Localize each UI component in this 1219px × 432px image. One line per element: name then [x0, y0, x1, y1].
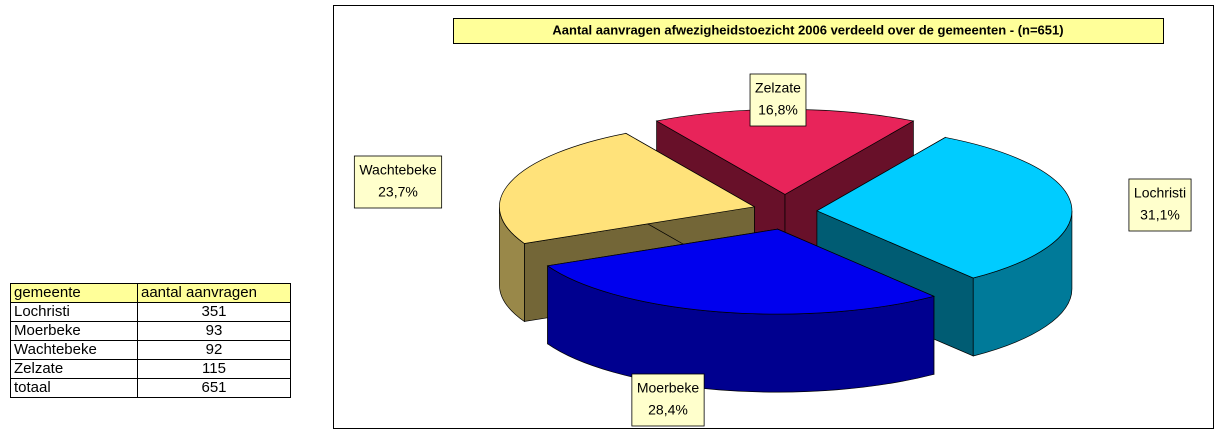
- slice-top: [546, 228, 935, 315]
- label-box: [631, 373, 705, 427]
- slice-top: [499, 133, 756, 244]
- label-category: Moerbeke: [637, 380, 699, 396]
- labels: Zelzate 16,8% Lochristi 31,1% Moerbeke 28,4% W…: [353, 73, 1192, 427]
- table-row: totaal 651: [10, 378, 291, 398]
- table-header: gemeente aantal aanvragen: [10, 283, 291, 303]
- pie: [499, 109, 1073, 393]
- table-row: Wachtebeke 92: [10, 340, 291, 360]
- data-label: 23,7%: [378, 184, 418, 200]
- label-box: [1128, 178, 1192, 232]
- label-box: [749, 73, 807, 127]
- label-category: Zelzate: [755, 80, 801, 96]
- chart-title: Aantal aanvragen afwezigheidstoezicht 20…: [552, 22, 1063, 37]
- label-category: Lochristi: [1134, 185, 1186, 201]
- header-cell: aantal aanvragen: [137, 283, 291, 303]
- title-box: [453, 18, 1164, 44]
- data-table: gemeente aantal aanvragen Lochristi 351 Mo…: [10, 283, 291, 398]
- header-cell: gemeente: [10, 283, 138, 303]
- table-row: Zelzate 115: [10, 359, 291, 379]
- table-cell: 651: [137, 378, 291, 398]
- table-cell: Zelzate: [10, 359, 138, 379]
- slice: [546, 228, 935, 393]
- data-label: 16,8%: [758, 102, 798, 118]
- data-label: 28,4%: [648, 402, 688, 418]
- data-label: 31,1%: [1140, 207, 1180, 223]
- label-box: [353, 155, 443, 209]
- label-category: Wachtebeke: [359, 162, 437, 178]
- slice-top: [816, 137, 1073, 279]
